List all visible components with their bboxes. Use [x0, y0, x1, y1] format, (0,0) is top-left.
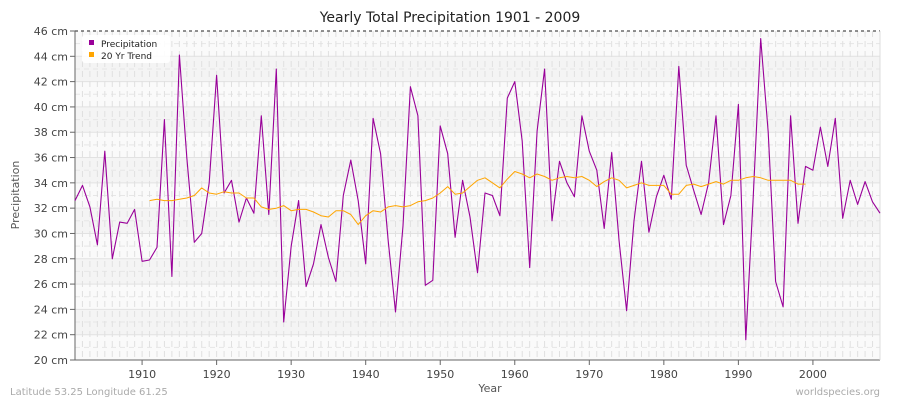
y-tick-label: 46 cm — [34, 25, 68, 38]
legend-swatch-precipitation — [89, 40, 94, 45]
y-tick-label: 36 cm — [34, 152, 68, 165]
x-tick-label: 1970 — [575, 368, 603, 381]
x-tick-label: 1920 — [203, 368, 231, 381]
x-tick-label: 2000 — [799, 368, 827, 381]
y-tick-label: 40 cm — [34, 101, 68, 114]
y-axis-label: Precipitation — [9, 161, 22, 230]
y-tick-label: 20 cm — [34, 354, 68, 367]
y-tick-label: 22 cm — [34, 329, 68, 342]
x-tick-label: 1930 — [277, 368, 305, 381]
footer-source: worldspecies.org — [796, 387, 880, 398]
y-tick-label: 44 cm — [34, 50, 68, 63]
y-tick-label: 42 cm — [34, 76, 68, 89]
x-ticks: 1910 1920 1930 1940 1950 1960 1970 1980 1990 2000 — [128, 360, 827, 381]
vertical-grid — [74, 31, 881, 360]
precipitation-line — [74, 38, 881, 341]
x-tick-label: 1980 — [650, 368, 678, 381]
trend-line — [149, 171, 806, 226]
y-tick-label: 38 cm — [34, 126, 68, 139]
legend-swatch-trend — [89, 52, 94, 57]
y-tick-label: 26 cm — [34, 278, 68, 291]
y-tick-label: 34 cm — [34, 177, 68, 190]
x-tick-label: 1910 — [128, 368, 156, 381]
y-ticks: 20 cm 22 cm 24 cm 26 cm 28 cm 30 cm 32 cm 34 cm… — [34, 25, 75, 367]
legend-label-trend: 20 Yr Trend — [101, 52, 152, 62]
x-axis-label: Year — [477, 382, 502, 395]
legend: Precipitation 20 Yr Trend — [82, 35, 170, 63]
chart-title: Yearly Total Precipitation 1901 - 2009 — [319, 10, 581, 26]
x-tick-label: 1990 — [724, 368, 752, 381]
x-tick-label: 1960 — [501, 368, 529, 381]
y-tick-label: 30 cm — [34, 227, 68, 240]
legend-label-precipitation: Precipitation — [101, 40, 157, 50]
legend-box — [82, 35, 170, 63]
footer-location: Latitude 53.25 Longitude 61.25 — [10, 387, 168, 398]
series-lines — [74, 38, 881, 341]
y-tick-label: 32 cm — [34, 202, 68, 215]
y-tick-label: 24 cm — [34, 303, 68, 316]
y-tick-label: 28 cm — [34, 253, 68, 266]
x-tick-label: 1950 — [426, 368, 454, 381]
x-tick-label: 1940 — [352, 368, 380, 381]
